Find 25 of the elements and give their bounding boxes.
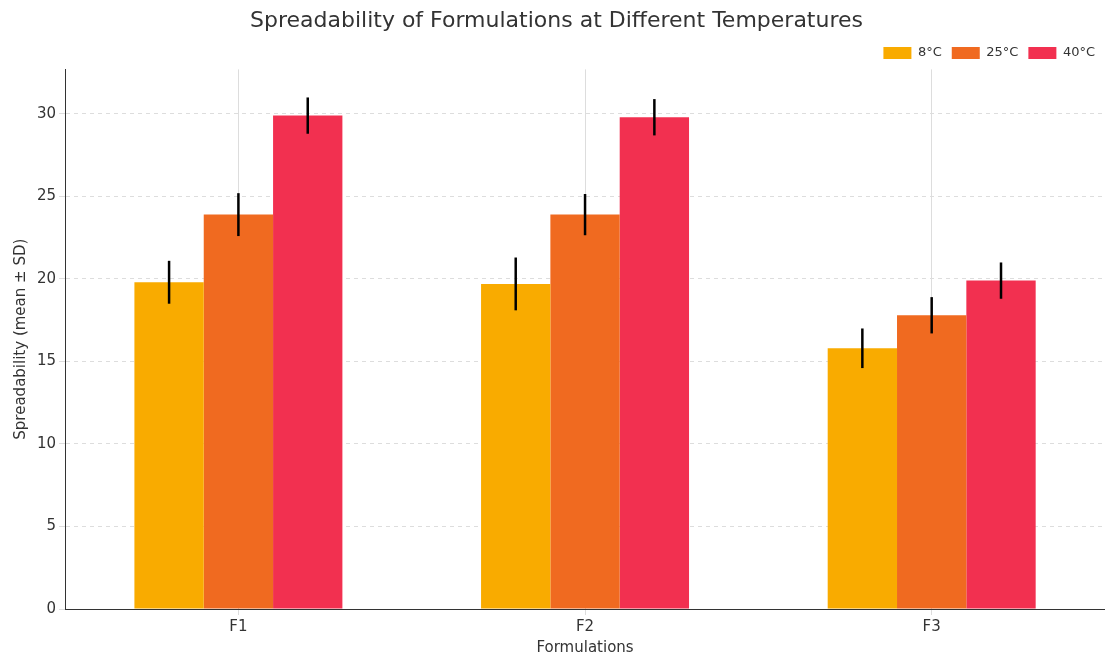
bar [550,214,620,609]
bar [897,315,967,609]
y-tick-label: 0 [46,598,57,617]
bar [481,283,551,609]
bar [619,117,690,609]
legend-label: 25°C [986,44,1019,60]
bar [827,348,898,609]
bar [203,214,274,609]
y-tick-label: 20 [36,268,57,287]
x-tick-label: F2 [575,616,595,635]
legend-label: 8°C [917,44,942,60]
bar [966,280,1036,609]
y-tick-label: 5 [46,516,57,535]
x-axis-title: Formulations [536,637,634,656]
y-tick-label: 30 [36,103,57,122]
chart-title: Spreadability of Formulations at Different Temperatures [250,6,863,32]
y-axis-title: Spreadability (mean ± SD) [10,238,29,440]
y-tick-label: 25 [36,186,57,205]
bar [273,115,343,609]
legend-label: 40°C [1062,44,1096,60]
y-tick-label: 15 [36,351,57,370]
bar [134,282,204,609]
x-tick-label: F1 [229,616,248,635]
y-tick-label: 10 [36,433,57,452]
x-tick-label: F3 [922,616,941,635]
